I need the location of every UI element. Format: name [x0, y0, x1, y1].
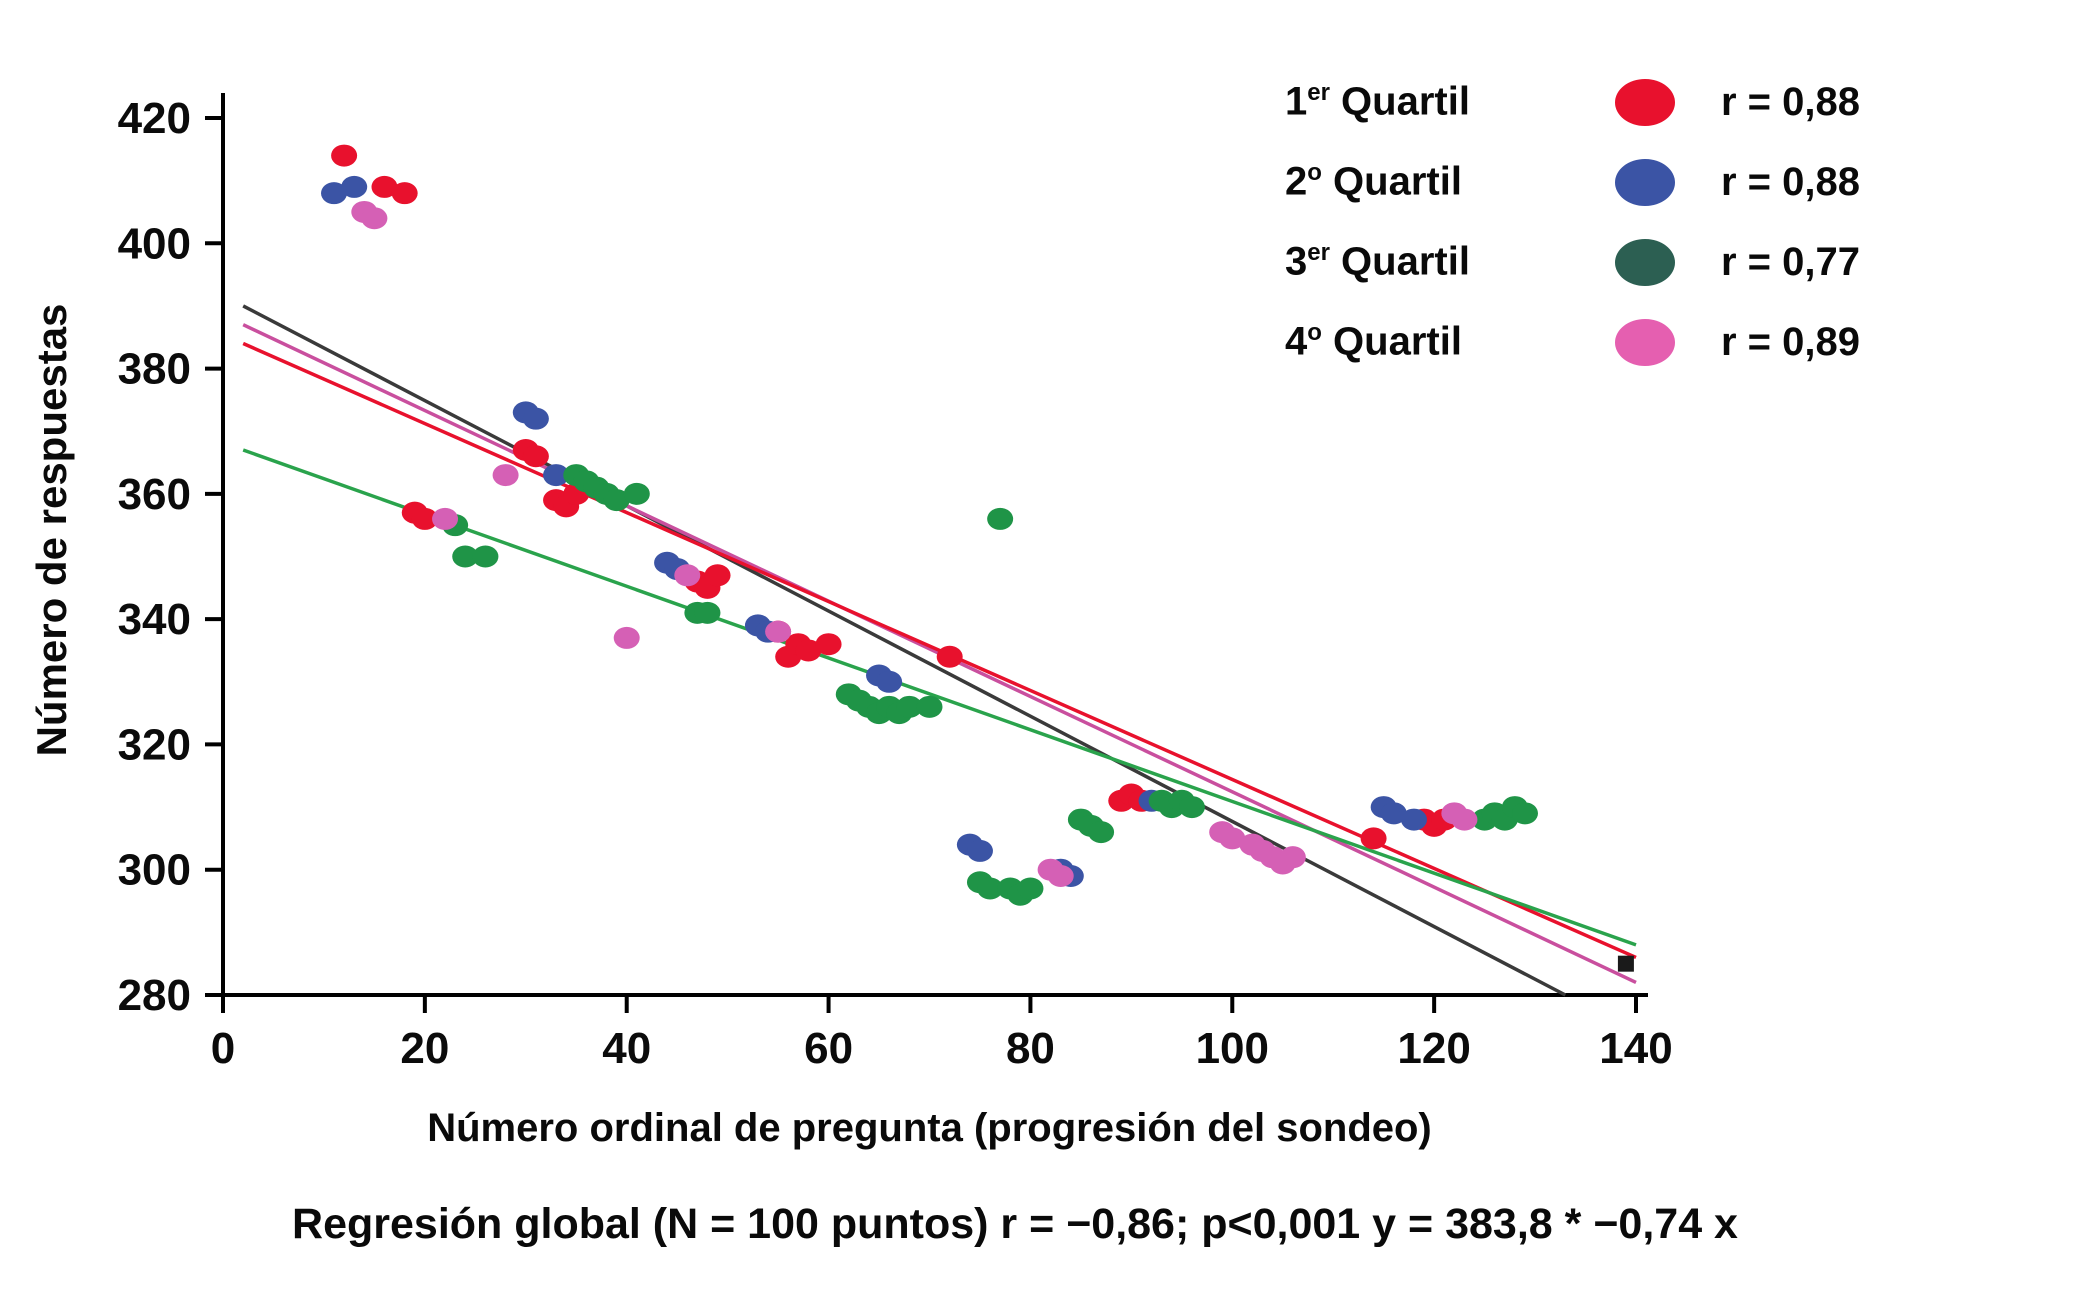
- x-tick-label: 40: [602, 1024, 651, 1073]
- legend-label-rest: Quartil: [1321, 319, 1462, 364]
- legend-label-sup: o: [1307, 159, 1322, 187]
- y-tick-label: 280: [118, 971, 191, 1020]
- legend-label-q3: 3er Quartil: [1285, 239, 1615, 284]
- legend-swatch-q2: [1615, 158, 1675, 206]
- y-tick-label: 400: [118, 219, 191, 268]
- data-point: [613, 626, 640, 649]
- data-point: [987, 507, 1014, 530]
- y-tick-label: 300: [118, 846, 191, 895]
- data-point: [492, 464, 519, 487]
- data-point: [452, 545, 479, 568]
- legend-label-rest: Quartil: [1329, 79, 1470, 124]
- data-point: [1178, 796, 1205, 819]
- data-point: [966, 839, 993, 862]
- legend-label-num: 3: [1285, 239, 1308, 284]
- global-regression-caption: Regresión global (N = 100 puntos) r = −0…: [292, 1200, 1738, 1248]
- data-point: [361, 207, 388, 230]
- legend-label-sup: er: [1307, 239, 1330, 267]
- data-point: [936, 645, 963, 668]
- x-tick-label: 0: [211, 1024, 235, 1073]
- regression-line-quartil3-green: [242, 448, 1637, 947]
- data-point: [603, 489, 630, 512]
- legend-label-q1: 1er Quartil: [1285, 79, 1615, 124]
- data-point: [1279, 846, 1306, 869]
- x-tick-label: 140: [1599, 1024, 1672, 1073]
- data-point: [1088, 821, 1115, 844]
- data-points: [321, 144, 1634, 972]
- data-point: [391, 182, 418, 205]
- data-point: [623, 482, 650, 505]
- legend-label-sup: o: [1307, 319, 1322, 347]
- legend-label-rest: Quartil: [1321, 159, 1462, 204]
- legend-label-num: 1: [1285, 79, 1308, 124]
- y-tick-label: 380: [118, 345, 191, 394]
- y-tick-label: 340: [118, 595, 191, 644]
- data-point: [341, 175, 368, 198]
- legend-label-q4: 4o Quartil: [1285, 319, 1615, 364]
- x-tick-label: 80: [1006, 1024, 1055, 1073]
- legend: 1er Quartil r = 0,88 2o Quartil r = 0,88…: [1285, 62, 1860, 382]
- legend-item-q3: 3er Quartil r = 0,77: [1285, 222, 1860, 302]
- x-tick-label: 100: [1196, 1024, 1269, 1073]
- x-tick-label: 120: [1397, 1024, 1470, 1073]
- legend-r-value-q4: r = 0,89: [1721, 319, 1861, 364]
- legend-label-num: 4: [1285, 319, 1308, 364]
- data-point: [765, 620, 792, 643]
- data-point: [1380, 802, 1407, 825]
- data-point: [815, 633, 842, 656]
- y-axis-title: Número de respuestas: [28, 303, 75, 757]
- legend-label-sup: er: [1307, 79, 1330, 107]
- data-point: [522, 407, 549, 430]
- data-point: [472, 545, 499, 568]
- legend-r-value-q1: r = 0,88: [1721, 79, 1861, 124]
- data-point: [977, 877, 1004, 900]
- data-point: [1047, 864, 1074, 887]
- y-tick-label: 320: [118, 720, 191, 769]
- legend-swatch-q4: [1615, 318, 1675, 366]
- data-point: [1360, 827, 1387, 850]
- data-point: [411, 507, 438, 530]
- data-point: [331, 144, 358, 167]
- data-point: [321, 182, 348, 205]
- x-tick-label: 60: [804, 1024, 853, 1073]
- y-tick-label: 420: [118, 94, 191, 143]
- data-point: [432, 507, 459, 530]
- legend-item-q4: 4o Quartil r = 0,89: [1285, 302, 1860, 382]
- legend-r-value-q3: r = 0,77: [1721, 239, 1861, 284]
- data-point: [1451, 808, 1478, 831]
- data-point: [543, 464, 570, 487]
- axes: [205, 93, 1648, 1013]
- data-point: [371, 175, 398, 198]
- legend-r-value-q2: r = 0,88: [1721, 159, 1861, 204]
- legend-swatch-q1: [1615, 78, 1675, 126]
- data-point: [1511, 802, 1538, 825]
- data-point: [522, 445, 549, 468]
- data-point: [916, 695, 943, 718]
- end-marker: [1617, 955, 1634, 972]
- data-point: [1400, 808, 1427, 831]
- data-point: [704, 564, 731, 587]
- regression-line-global-black: [242, 304, 1567, 997]
- legend-label-num: 2: [1285, 159, 1308, 204]
- y-tick-label: 360: [118, 470, 191, 519]
- data-point: [876, 670, 903, 693]
- x-tick-label: 20: [400, 1024, 449, 1073]
- data-point: [694, 601, 721, 624]
- x-axis-title: Número ordinal de pregunta (progresión d…: [427, 1106, 1432, 1150]
- data-point: [896, 695, 923, 718]
- legend-item-q1: 1er Quartil r = 0,88: [1285, 62, 1860, 142]
- data-point: [795, 639, 822, 662]
- tick-labels: 280 300 320 340 360 380 400 420 0 20 40 60 80 100 120 1…: [118, 94, 1673, 1073]
- legend-label-q2: 2o Quartil: [1285, 159, 1615, 204]
- data-point: [1219, 827, 1246, 850]
- legend-label-rest: Quartil: [1329, 239, 1470, 284]
- legend-item-q2: 2o Quartil r = 0,88: [1285, 142, 1860, 222]
- legend-swatch-q3: [1615, 238, 1675, 286]
- data-point: [1017, 877, 1044, 900]
- data-point: [674, 564, 701, 587]
